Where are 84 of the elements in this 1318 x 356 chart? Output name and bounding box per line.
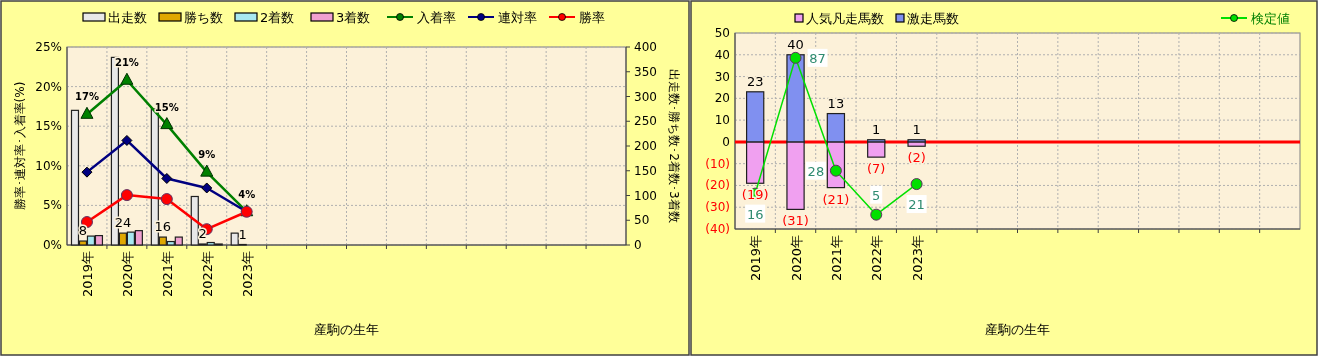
legend-label: 勝率 [579,10,605,25]
point [121,134,133,146]
data-label: 17% [75,91,99,103]
y-tick-label: (10) [705,156,730,171]
y-tick-label: 10 [714,113,730,128]
y-tick-label: 40 [714,47,730,62]
point [120,72,134,85]
data-label: (21) [822,191,850,207]
x-tick-label: 2021年 [159,251,175,298]
point [120,189,133,202]
x-tick-label: 2022年 [199,251,215,298]
y-tick-label: 25% [35,40,62,54]
x-tick-label: 2022年 [869,235,885,282]
legend-label: 人気凡走馬数 [806,11,884,26]
x-tick-label: 2021年 [828,235,844,282]
y2-tick-label: 200 [634,139,657,153]
y-tick-label: 0 [722,134,730,149]
data-label: 28 [807,163,825,179]
legend-label: 勝ち数 [184,10,223,25]
data-label: 1 [872,121,881,137]
data-label: 40 [787,36,804,52]
y2-tick-label: 150 [634,163,657,178]
legend-label: 2着数 [260,10,295,25]
point [160,117,174,130]
point [910,178,923,191]
y2-tick-label: 0 [634,238,642,252]
bar [907,139,926,143]
y-tick-label: 50 [714,26,730,40]
y2-tick-label: 100 [634,188,657,203]
y-tick-label: 5% [42,198,62,213]
y-tick-label: 0% [42,238,62,252]
data-label: (2) [907,150,926,166]
y2-tick-label: 400 [634,40,657,54]
legend-label: 検定値 [1251,11,1290,26]
legend-label: 3着数 [336,10,371,25]
y-tick-label: 15% [35,119,62,134]
data-label: 23 [746,73,764,89]
legend-label: 入着率 [417,10,456,25]
y-tick-label: 30 [714,69,730,84]
legend-label: 激走馬数 [907,11,959,26]
point [201,182,213,194]
y2-axis-title: 出走数･勝ち数･2着数･3着数 [667,69,681,223]
data-label: 9% [198,149,216,161]
data-label: 1 [912,121,921,137]
point [789,51,802,64]
x-tick-label: 2019年 [748,235,764,282]
data-label: 21 [908,197,925,213]
point [81,166,93,178]
y-tick-label: (30) [705,200,730,215]
x-tick-label: 2020年 [788,235,804,282]
data-label: 15% [154,101,179,113]
point [160,193,173,206]
legend-label: 出走数 [108,10,147,25]
x-tick-label: 2019年 [79,251,95,298]
x-tick-label: 2023年 [239,251,255,298]
y-tick-label: 20% [35,79,62,94]
data-label: 13 [827,95,845,111]
y2-tick-label: 50 [634,213,650,228]
data-label: 16 [746,206,764,222]
legend-label: 連対率 [498,10,537,25]
y2-tick-label: 250 [634,114,657,129]
y-tick-label: 10% [35,158,62,173]
y-tick-label: 20 [714,91,730,106]
point [161,172,173,184]
y2-tick-label: 350 [634,64,657,79]
x-tick-label: 2023年 [909,235,925,282]
y2-tick-label: 300 [634,89,657,104]
x-axis-title: 産駒の生年 [985,322,1050,337]
point [870,208,883,221]
point [200,164,214,177]
bar [867,141,886,158]
y-tick-label: (40) [705,222,730,236]
data-label: 5 [872,187,881,203]
point [80,106,94,119]
data-label: 87 [809,50,826,66]
data-label: (31) [782,213,809,229]
data-label: 4% [238,188,256,200]
data-label: 1 [238,226,247,242]
y-tick-label: (20) [705,178,730,193]
data-label: 8 [78,223,88,239]
x-tick-label: 2020年 [119,251,135,298]
data-label: (7) [867,161,886,177]
y-axis-title: 勝率･連対率･入着率(%) [13,81,27,211]
x-axis-title: 産駒の生年 [314,322,379,337]
